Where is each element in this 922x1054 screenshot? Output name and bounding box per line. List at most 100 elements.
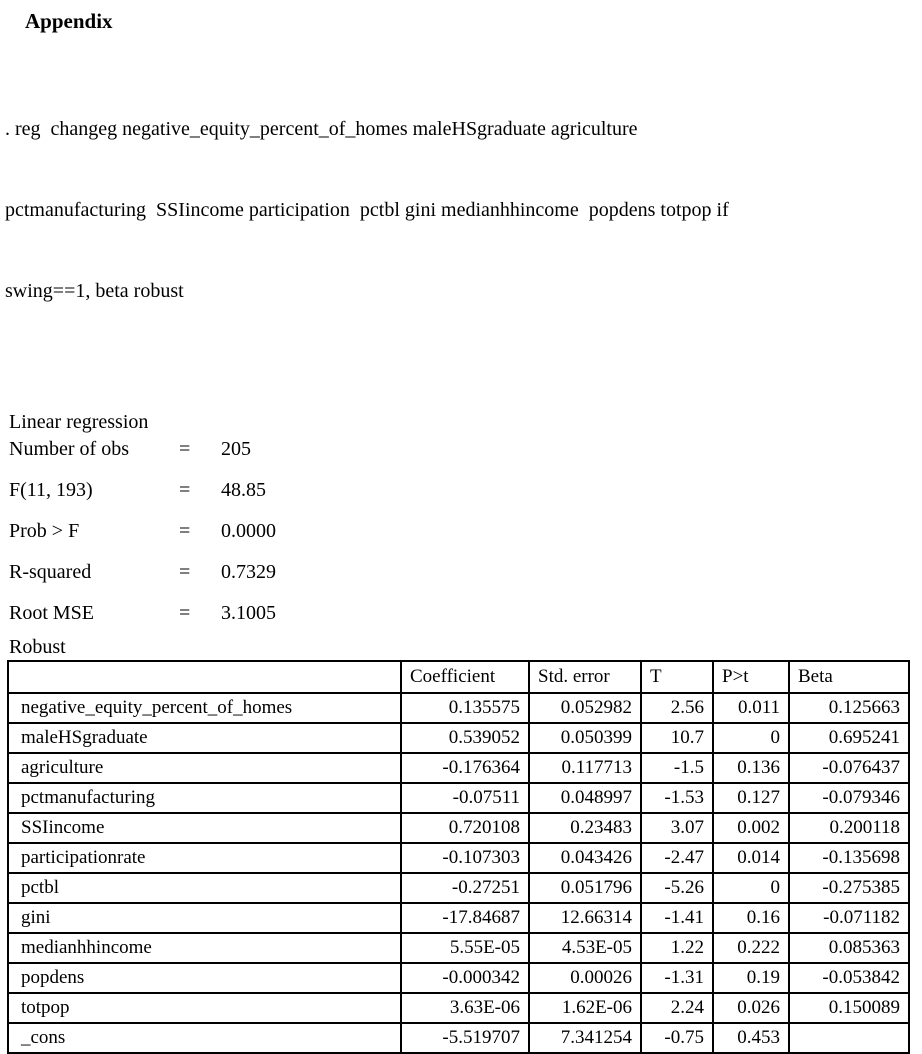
col-header: Beta (788, 660, 910, 694)
stat-line: Prob > F = 0.0000 (9, 518, 922, 545)
stat-eq: = (179, 479, 191, 501)
variable-name-cell: _cons (7, 1022, 402, 1054)
value-cell: -1.41 (640, 902, 714, 934)
value-cell: 10.7 (640, 722, 714, 754)
stat-eq: = (179, 438, 191, 460)
value-cell: 0.127 (712, 782, 790, 814)
value-cell: 0.043426 (528, 842, 642, 874)
value-cell: 0.117713 (528, 752, 642, 784)
value-cell: -1.31 (640, 962, 714, 994)
value-cell: 3.07 (640, 812, 714, 844)
value-cell: 0.19 (712, 962, 790, 994)
value-cell: 0.136 (712, 752, 790, 784)
variable-name-cell: negative_equity_percent_of_homes (7, 692, 402, 724)
variable-name-cell: maleHSgraduate (7, 722, 402, 754)
variable-name-cell: pctbl (7, 872, 402, 904)
variable-name-cell: totpop (7, 992, 402, 1024)
col-header: T (640, 660, 714, 694)
table-row: negative_equity_percent_of_homes 0.135575… (7, 692, 910, 724)
value-cell: -0.07511 (400, 782, 530, 814)
variable-name-cell: SSIincome (7, 812, 402, 844)
value-cell: 3.63E-06 (400, 992, 530, 1024)
command-line-3: swing==1, beta robust (5, 280, 184, 302)
stat-eq: = (179, 602, 191, 624)
value-cell: -1.5 (640, 752, 714, 784)
value-cell: -0.27251 (400, 872, 530, 904)
value-cell: -0.000342 (400, 962, 530, 994)
stat-value: 0.7329 (221, 561, 276, 583)
stat-label: F(11, 193) (9, 479, 93, 501)
value-cell: -0.053842 (788, 962, 910, 994)
col-header: P>t (712, 660, 790, 694)
table-row: popdens -0.000342 0.00026 -1.31 0.19 -0.05384… (7, 962, 910, 994)
value-cell: -0.135698 (788, 842, 910, 874)
value-cell: 0.453 (712, 1022, 790, 1054)
value-cell: 2.24 (640, 992, 714, 1024)
variable-name-cell: medianhhincome (7, 932, 402, 964)
value-cell: -0.076437 (788, 752, 910, 784)
value-cell: 0.050399 (528, 722, 642, 754)
value-cell: -2.47 (640, 842, 714, 874)
table-row: _cons -5.519707 7.341254 -0.75 0.453 (7, 1022, 910, 1054)
table-row: participationrate -0.107303 0.043426 -2.47 0… (7, 842, 910, 874)
value-cell: -0.75 (640, 1022, 714, 1054)
value-cell: -17.84687 (400, 902, 530, 934)
stata-command: . reg changeg negative_equity_percent_of… (5, 62, 922, 359)
col-header: Coefficient (400, 660, 530, 694)
value-cell: 7.341254 (528, 1022, 642, 1054)
stat-value: 3.1005 (221, 602, 276, 624)
value-cell: 0.125663 (788, 692, 910, 724)
robust-label: Robust (9, 636, 66, 658)
value-cell: -0.176364 (400, 752, 530, 784)
stats-title: Linear regression (9, 411, 149, 433)
command-line-2: pctmanufacturing SSIincome participation… (5, 199, 729, 221)
value-cell: -0.107303 (400, 842, 530, 874)
variable-name-cell: pctmanufacturing (7, 782, 402, 814)
value-cell: 0 (712, 722, 790, 754)
value-cell: 0.052982 (528, 692, 642, 724)
command-line-1: . reg changeg negative_equity_percent_of… (5, 118, 638, 140)
table-row: Coefficient Std. error T P>t Beta (7, 660, 910, 694)
stats-lines: Number of obs = 205 F(11, 193) = 48.85 Prob > … (9, 436, 922, 627)
value-cell: 0.222 (712, 932, 790, 964)
value-cell: 0.011 (712, 692, 790, 724)
value-cell: 0.048997 (528, 782, 642, 814)
value-cell: 0.085363 (788, 932, 910, 964)
value-cell: 0.695241 (788, 722, 910, 754)
table-row: gini -17.84687 12.66314 -1.41 0.16 -0.071182 (7, 902, 910, 934)
value-cell: 0.200118 (788, 812, 910, 844)
stat-label: Prob > F (9, 520, 80, 542)
table-row: agriculture -0.176364 0.117713 -1.5 0.136 -0.… (7, 752, 910, 784)
regression-table: Coefficient Std. error T P>t Beta negative_e… (7, 660, 910, 1054)
table-row: maleHSgraduate 0.539052 0.050399 10.7 0 0.695… (7, 722, 910, 754)
col-header: Std. error (528, 660, 642, 694)
stat-label: R-squared (9, 561, 92, 583)
stat-value: 205 (221, 438, 251, 460)
col-header-variable (7, 660, 402, 694)
stat-line: F(11, 193) = 48.85 (9, 477, 922, 504)
value-cell: -0.079346 (788, 782, 910, 814)
variable-name-cell: participationrate (7, 842, 402, 874)
table-row: SSIincome 0.720108 0.23483 3.07 0.002 0.20011… (7, 812, 910, 844)
stat-label: Number of obs (9, 438, 129, 460)
stat-value: 0.0000 (221, 520, 276, 542)
value-cell: 0.150089 (788, 992, 910, 1024)
stat-label: Root MSE (9, 602, 95, 624)
stat-value: 48.85 (221, 479, 266, 501)
value-cell: -5.26 (640, 872, 714, 904)
value-cell: 0.135575 (400, 692, 530, 724)
value-cell: 0.002 (712, 812, 790, 844)
appendix-heading: Appendix (25, 9, 113, 33)
stat-eq: = (179, 520, 191, 542)
variable-name-cell: popdens (7, 962, 402, 994)
table-row: totpop 3.63E-06 1.62E-06 2.24 0.026 0.150089 (7, 992, 910, 1024)
value-cell: 0.051796 (528, 872, 642, 904)
value-cell: 4.53E-05 (528, 932, 642, 964)
stat-eq: = (179, 561, 191, 583)
table-row: pctbl -0.27251 0.051796 -5.26 0 -0.275385 (7, 872, 910, 904)
variable-name-cell: gini (7, 902, 402, 934)
value-cell: 0 (712, 872, 790, 904)
table-row: medianhhincome 5.55E-05 4.53E-05 1.22 0.222 0… (7, 932, 910, 964)
value-cell: -0.275385 (788, 872, 910, 904)
